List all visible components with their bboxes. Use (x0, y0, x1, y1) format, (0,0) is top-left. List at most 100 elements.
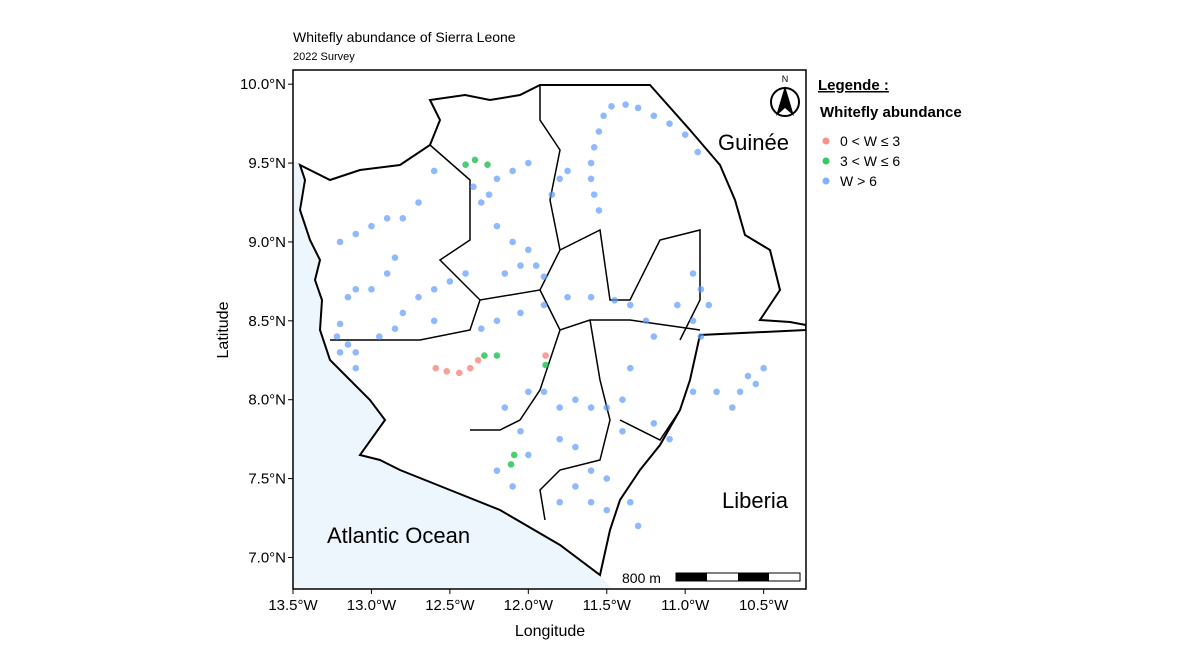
sample-point (368, 222, 375, 230)
sample-point (540, 273, 548, 280)
place-label: Liberia (722, 488, 789, 513)
sample-point (634, 522, 642, 530)
sample-point (556, 435, 563, 443)
sample-point (572, 443, 579, 451)
sample-point (590, 191, 598, 198)
legend-label: 3 < W ≤ 6 (840, 153, 900, 169)
sample-point (603, 475, 611, 482)
sample-point (548, 191, 556, 198)
sample-point (595, 128, 603, 135)
sample-point (485, 191, 493, 198)
sample-point (564, 293, 571, 301)
sample-point (517, 309, 524, 317)
sample-point (666, 435, 673, 443)
sample-point (383, 214, 391, 222)
y-tick-label: 9.5°N (248, 155, 286, 172)
ocean (293, 160, 612, 589)
title: Whitefly abundance of Sierra Leone (293, 29, 516, 45)
sample-point (352, 285, 360, 293)
sample-point (399, 309, 407, 317)
sample-point (517, 262, 524, 269)
place-label: Guinée (718, 130, 789, 155)
sample-point (415, 293, 422, 301)
y-tick-label: 10.0°N (240, 76, 286, 93)
scale-bar (675, 572, 801, 582)
sample-point (474, 356, 482, 364)
sample-point (674, 301, 681, 309)
legend-swatch (822, 137, 830, 145)
sample-point (493, 467, 501, 474)
sample-point (556, 498, 563, 506)
sample-point (462, 161, 469, 168)
sample-point (493, 175, 501, 183)
sample-point (587, 498, 595, 506)
x-tick-label: 11.5°W (583, 597, 632, 614)
sample-point (564, 167, 571, 175)
sample-point (430, 317, 438, 325)
map-frame (292, 69, 807, 590)
sample-point (587, 467, 595, 474)
x-tick-label: 12.0°W (504, 597, 554, 614)
legend-label: 0 < W ≤ 3 (840, 133, 900, 149)
sample-point (368, 285, 375, 293)
sample-point (587, 293, 595, 301)
subtitle: 2022 Survey (293, 51, 355, 63)
sample-point (509, 483, 516, 490)
sample-point (455, 369, 463, 377)
sample-point (470, 183, 477, 191)
sample-point (517, 427, 524, 435)
sample-point (603, 506, 611, 514)
x-tick-label: 13.5°W (268, 597, 318, 614)
sample-point (501, 404, 509, 411)
sample-point (525, 388, 532, 396)
sample-point (462, 270, 469, 277)
north-label: N (782, 74, 789, 84)
sample-point (600, 112, 607, 120)
sample-point (736, 388, 744, 396)
sample-point (689, 388, 697, 396)
scale-label: 800 m (622, 570, 661, 586)
sample-point (642, 317, 650, 325)
sample-point (509, 167, 516, 175)
sample-point (525, 451, 532, 459)
sample-point (432, 364, 440, 372)
y-tick-label: 9.0°N (248, 234, 286, 251)
sample-point (344, 341, 352, 348)
x-tick-label: 11.0°W (661, 597, 710, 614)
y-tick-label: 7.0°N (248, 549, 286, 566)
sample-point (430, 285, 438, 293)
x-tick-label: 13.0°W (347, 597, 397, 614)
sample-point (509, 238, 516, 246)
legend-swatch (822, 177, 830, 185)
sample-point (752, 380, 760, 388)
sample-point (650, 420, 658, 427)
sample-point (352, 349, 360, 356)
sample-point (681, 131, 689, 138)
sample-point (493, 352, 501, 359)
sample-point (336, 320, 344, 328)
sample-point (705, 301, 713, 309)
sample-point (446, 278, 454, 285)
sample-point (336, 349, 344, 356)
sample-point (626, 498, 634, 506)
sample-point (634, 104, 642, 112)
sample-point (744, 372, 752, 380)
country-outline (298, 84, 806, 577)
sample-point (689, 317, 697, 325)
sample-point (484, 161, 491, 168)
sample-point (650, 112, 658, 120)
legend-heading: Legende : (818, 77, 889, 94)
sample-point (383, 270, 391, 277)
sample-point (595, 207, 603, 214)
sample-point (481, 352, 488, 359)
sample-point (399, 214, 407, 222)
sample-point (697, 333, 705, 340)
sample-point (542, 361, 549, 369)
sample-point (333, 333, 341, 340)
sample-point (590, 143, 598, 151)
sample-point (622, 101, 629, 109)
sample-point (336, 238, 344, 246)
sample-point (556, 404, 563, 411)
sample-point (540, 388, 548, 396)
sample-point (344, 293, 352, 301)
